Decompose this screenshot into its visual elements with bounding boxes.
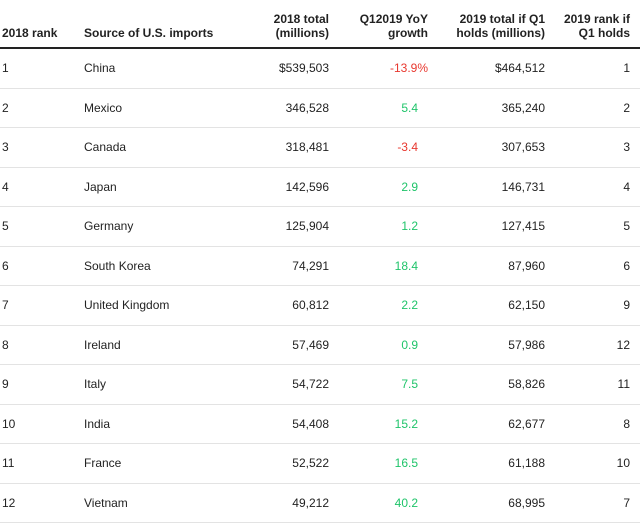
table-cell: France bbox=[84, 456, 122, 470]
table-cell: 307,653 bbox=[501, 140, 545, 154]
table-cell: $464,512 bbox=[494, 61, 545, 75]
table-cell: 12 bbox=[2, 495, 16, 510]
growth-cell: 0.9 bbox=[401, 337, 418, 352]
table-cell: 6 bbox=[623, 258, 630, 273]
table-cell: 127,415 bbox=[501, 219, 545, 233]
column-header: 2019 rank if Q1 holds bbox=[563, 12, 630, 40]
growth-cell: 2.9 bbox=[401, 179, 418, 194]
table-cell: 365,240 bbox=[501, 100, 545, 115]
table-cell: 318,481 bbox=[285, 140, 329, 154]
growth-cell: -13.9% bbox=[389, 61, 428, 75]
row-rule bbox=[0, 364, 640, 365]
table-cell: 2 bbox=[623, 100, 630, 115]
row-rule bbox=[0, 403, 640, 405]
table-cell: 125,904 bbox=[285, 219, 329, 233]
growth-cell: 7.5 bbox=[401, 377, 418, 391]
table-cell: 1 bbox=[623, 61, 630, 75]
table-cell: 8 bbox=[623, 416, 630, 431]
row-rule bbox=[0, 166, 640, 168]
table-cell: 57,469 bbox=[292, 337, 329, 352]
table-cell: 9 bbox=[623, 298, 630, 312]
table-cell: 12 bbox=[616, 337, 630, 352]
table-cell: 9 bbox=[2, 377, 9, 391]
growth-cell: 18.4 bbox=[394, 258, 418, 273]
row-rule bbox=[0, 324, 640, 326]
table-cell: Ireland bbox=[84, 337, 121, 352]
growth-cell: -3.4 bbox=[397, 140, 418, 154]
table-cell: 2 bbox=[2, 100, 9, 115]
table-cell: 57,986 bbox=[508, 337, 545, 352]
table-cell: 62,677 bbox=[508, 416, 545, 431]
column-header: 2018 rank bbox=[2, 26, 58, 40]
table-cell: China bbox=[84, 61, 116, 75]
table-cell: 60,812 bbox=[292, 298, 329, 312]
table-cell: Germany bbox=[84, 219, 134, 233]
table-cell: 58,826 bbox=[508, 377, 545, 391]
column-header: 2019 total if Q1 holds (millions) bbox=[456, 12, 545, 40]
table-cell: 7 bbox=[623, 495, 630, 510]
table-cell: 11 bbox=[617, 377, 630, 391]
table-cell: 62,150 bbox=[508, 298, 545, 312]
growth-cell: 2.2 bbox=[401, 298, 418, 312]
table-cell: 11 bbox=[2, 456, 15, 470]
header-rule bbox=[0, 47, 640, 49]
column-header: Source of U.S. imports bbox=[84, 26, 214, 40]
table-cell: 346,528 bbox=[285, 100, 329, 115]
table-cell: 146,731 bbox=[501, 179, 545, 194]
table-cell: 54,408 bbox=[292, 416, 329, 431]
table-cell: 5 bbox=[2, 219, 9, 233]
table-cell: 5 bbox=[623, 219, 630, 233]
row-rule bbox=[0, 522, 640, 523]
table-cell: 3 bbox=[2, 140, 9, 154]
table-cell: 61,188 bbox=[508, 456, 545, 470]
table-cell: 4 bbox=[623, 179, 630, 194]
table-cell: 4 bbox=[2, 179, 9, 194]
table-cell: 68,995 bbox=[508, 495, 545, 510]
table-cell: India bbox=[84, 416, 111, 431]
row-rule bbox=[0, 127, 640, 128]
row-rule bbox=[0, 443, 640, 444]
table-cell: 87,960 bbox=[508, 258, 545, 273]
table-cell: 54,722 bbox=[292, 377, 329, 391]
table-cell: 3 bbox=[623, 140, 630, 154]
row-rule bbox=[0, 482, 640, 484]
row-rule bbox=[0, 206, 640, 207]
table-cell: Vietnam bbox=[84, 495, 128, 510]
column-header: 2018 total (millions) bbox=[273, 12, 329, 40]
table-cell: 49,212 bbox=[292, 495, 329, 510]
table-cell: Italy bbox=[84, 377, 107, 391]
growth-cell: 16.5 bbox=[394, 456, 418, 470]
table-cell: 142,596 bbox=[285, 179, 329, 194]
table-cell: 10 bbox=[2, 416, 16, 431]
table-cell: South Korea bbox=[84, 258, 151, 273]
row-rule bbox=[0, 87, 640, 89]
table-cell: 74,291 bbox=[292, 258, 329, 273]
table-cell: Canada bbox=[84, 140, 127, 154]
table-cell: Japan bbox=[84, 179, 117, 194]
table-cell: United Kingdom bbox=[84, 298, 170, 312]
table-cell: $539,503 bbox=[278, 61, 329, 75]
row-rule bbox=[0, 285, 640, 286]
growth-cell: 1.2 bbox=[401, 219, 418, 233]
growth-cell: 40.2 bbox=[394, 495, 418, 510]
column-header: Q12019 YoY growth bbox=[359, 12, 428, 40]
growth-cell: 15.2 bbox=[394, 416, 418, 431]
row-rule bbox=[0, 245, 640, 247]
table-cell: 10 bbox=[616, 456, 630, 470]
growth-cell: 5.4 bbox=[401, 100, 418, 115]
table-cell: 52,522 bbox=[292, 456, 329, 470]
table-cell: 1 bbox=[2, 61, 9, 75]
table-cell: Mexico bbox=[84, 100, 123, 115]
table-cell: 8 bbox=[2, 337, 9, 352]
table-cell: 7 bbox=[2, 298, 9, 312]
table-cell: 6 bbox=[2, 258, 9, 273]
